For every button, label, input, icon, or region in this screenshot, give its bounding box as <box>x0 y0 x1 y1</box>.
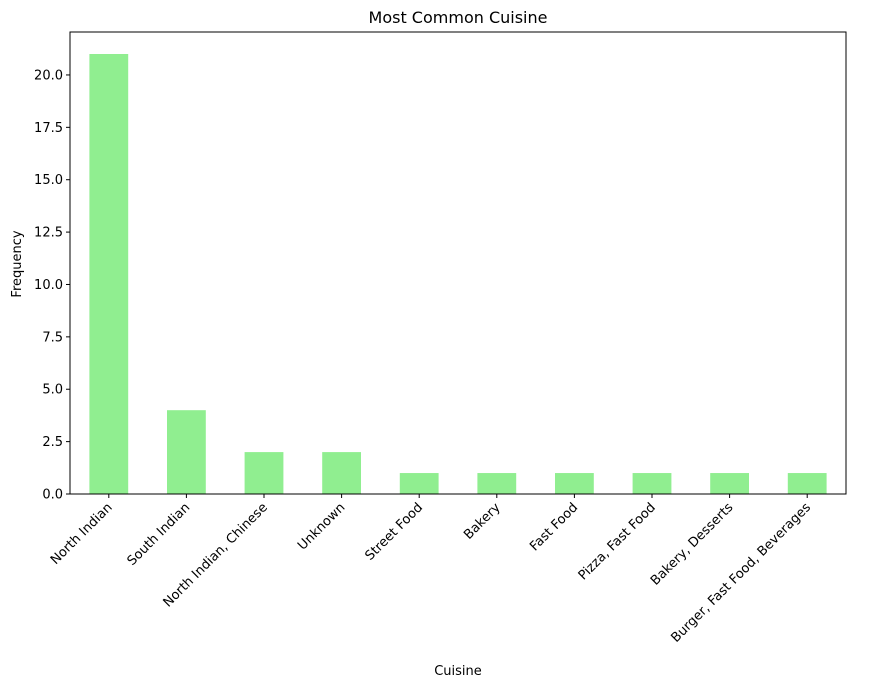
x-tick-label: North Indian <box>48 500 116 568</box>
bar-9 <box>787 473 827 494</box>
y-axis-title: Frequency <box>10 230 25 297</box>
bar-4 <box>399 473 439 494</box>
y-tick-label: 2.5 <box>42 435 63 450</box>
x-tick-label: Street Food <box>363 500 427 564</box>
bar-8 <box>710 473 749 494</box>
bars-group <box>89 54 827 494</box>
bar-5 <box>477 473 517 494</box>
chart-title: Most Common Cuisine <box>369 8 548 27</box>
y-tick-label: 0.0 <box>42 488 63 503</box>
x-tick-label: Unknown <box>295 500 348 553</box>
x-tick-label: Fast Food <box>527 500 581 554</box>
x-axis-title: Cuisine <box>434 664 482 679</box>
x-tick-label: Bakery, Desserts <box>648 500 737 589</box>
x-tick-label: Pizza, Fast Food <box>576 500 659 583</box>
y-tick-label: 5.0 <box>42 383 63 398</box>
y-tick-label: 10.0 <box>34 278 63 293</box>
bar-7 <box>632 473 672 494</box>
y-tick-label: 20.0 <box>34 68 63 83</box>
y-tick-label: 15.0 <box>34 173 63 188</box>
x-tick-label: Bakery <box>461 500 504 543</box>
y-tick-label: 12.5 <box>34 226 63 241</box>
y-tick-label: 7.5 <box>42 330 63 345</box>
y-axis: 0.0 2.5 5.0 7.5 10.0 12.5 15.0 17.5 20.0 <box>34 68 70 503</box>
bar-0 <box>89 54 129 494</box>
y-tick-label: 17.5 <box>34 121 63 136</box>
bar-3 <box>322 452 361 494</box>
bar-6 <box>555 473 594 494</box>
bar-2 <box>244 452 284 494</box>
x-tick-label: South Indian <box>125 500 194 569</box>
plot-frame <box>69 31 847 495</box>
x-tick-label: Burger, Fast Food, Beverages <box>669 500 815 646</box>
bar-1 <box>167 410 206 494</box>
